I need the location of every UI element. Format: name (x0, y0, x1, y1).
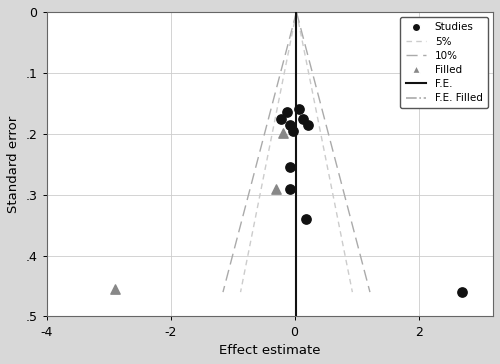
Point (280, 130, 287, 135)
Point (286, 122, 294, 127)
Point (458, 289, 466, 295)
Point (282, 110, 290, 115)
Point (286, 164, 294, 170)
Point (304, 122, 312, 127)
Point (295, 107, 303, 112)
Point (277, 116, 285, 122)
Y-axis label: Standard error: Standard error (7, 116, 20, 213)
Point (302, 216, 310, 222)
Point (290, 128, 298, 134)
Legend: Studies, 5%, 10%, Filled, F.E., F.E. Filled: Studies, 5%, 10%, Filled, F.E., F.E. Fil… (400, 17, 488, 108)
Point (286, 186, 294, 191)
Point (110, 286, 118, 292)
Point (272, 186, 280, 191)
X-axis label: Effect estimate: Effect estimate (219, 344, 320, 357)
Point (298, 116, 306, 122)
